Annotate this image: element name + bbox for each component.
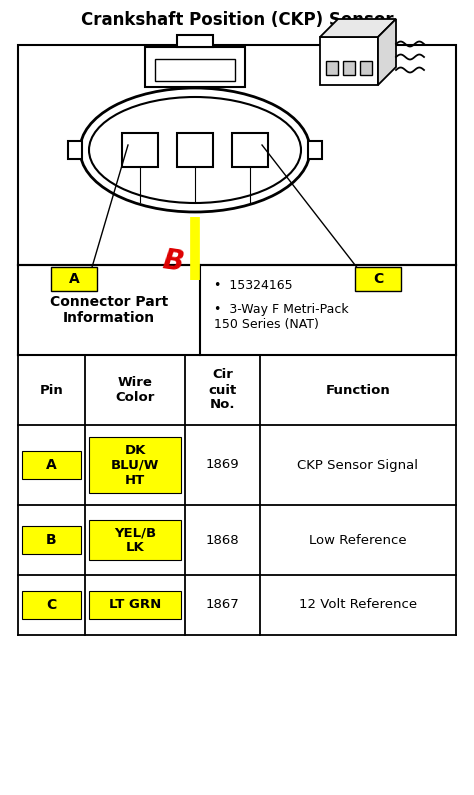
Bar — [308, 141, 322, 159]
FancyBboxPatch shape — [51, 267, 97, 291]
Text: LT GRN: LT GRN — [109, 599, 161, 611]
Bar — [232, 133, 268, 167]
Bar — [343, 61, 355, 75]
Text: C: C — [373, 272, 383, 286]
Bar — [320, 37, 378, 85]
Text: 1868: 1868 — [206, 533, 239, 546]
Text: CKP Sensor Signal: CKP Sensor Signal — [298, 459, 419, 471]
Text: •  3-Way F Metri-Pack
150 Series (NAT): • 3-Way F Metri-Pack 150 Series (NAT) — [214, 303, 348, 331]
Text: Pin: Pin — [40, 383, 64, 397]
FancyBboxPatch shape — [22, 526, 81, 554]
Text: Wire
Color: Wire Color — [115, 376, 155, 404]
Text: Low Reference: Low Reference — [309, 533, 407, 546]
FancyBboxPatch shape — [89, 520, 181, 560]
Text: A: A — [69, 272, 79, 286]
Bar — [177, 133, 213, 167]
Text: 1867: 1867 — [206, 599, 239, 611]
Text: Connector Part
Information: Connector Part Information — [50, 295, 168, 325]
Text: •  15324165: • 15324165 — [214, 279, 292, 292]
Text: Cir
cuit
No.: Cir cuit No. — [209, 369, 237, 412]
Bar — [360, 61, 372, 75]
Bar — [155, 59, 235, 81]
Bar — [177, 35, 213, 47]
Ellipse shape — [89, 97, 301, 203]
Bar — [18, 45, 456, 265]
FancyBboxPatch shape — [22, 451, 81, 479]
Polygon shape — [320, 19, 396, 37]
FancyBboxPatch shape — [89, 437, 181, 493]
Bar — [122, 133, 158, 167]
Text: YEL/B
LK: YEL/B LK — [114, 526, 156, 554]
Polygon shape — [378, 19, 396, 85]
Bar — [68, 141, 82, 159]
FancyBboxPatch shape — [22, 591, 81, 619]
Text: Function: Function — [326, 383, 391, 397]
FancyBboxPatch shape — [89, 591, 181, 619]
Text: DK
BLU/W
HT: DK BLU/W HT — [111, 444, 159, 487]
Text: B: B — [46, 533, 57, 547]
Bar — [145, 47, 245, 87]
Text: 12 Volt Reference: 12 Volt Reference — [299, 599, 417, 611]
Ellipse shape — [80, 88, 310, 212]
Text: C: C — [46, 598, 56, 612]
Text: Crankshaft Position (CKP) Sensor: Crankshaft Position (CKP) Sensor — [81, 11, 393, 29]
Text: B: B — [161, 246, 185, 277]
Text: 1869: 1869 — [206, 459, 239, 471]
Bar — [326, 61, 338, 75]
FancyBboxPatch shape — [355, 267, 401, 291]
Text: A: A — [46, 458, 57, 472]
